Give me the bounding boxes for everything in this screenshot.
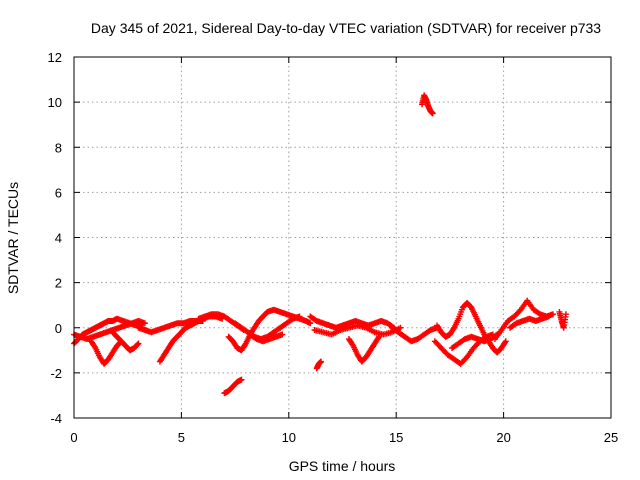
y-tick-labels: -4 -2 0 2 4 6 8 10 12 bbox=[48, 50, 62, 426]
y-tick-label: 4 bbox=[55, 231, 62, 246]
data-series bbox=[71, 92, 569, 397]
series-arc-3 bbox=[88, 338, 125, 367]
series-arc-22 bbox=[507, 313, 552, 331]
y-tick-label: -2 bbox=[50, 366, 62, 381]
x-tick-label: 20 bbox=[496, 430, 510, 445]
data-point bbox=[550, 311, 557, 318]
data-point bbox=[429, 110, 436, 117]
y-tick-label: 0 bbox=[55, 321, 62, 336]
data-point bbox=[279, 331, 286, 338]
data-point bbox=[141, 320, 148, 327]
axis-ticks bbox=[73, 56, 612, 419]
y-tick-label: 8 bbox=[55, 140, 62, 155]
data-point bbox=[318, 358, 325, 365]
data-point bbox=[238, 376, 245, 383]
x-tick-label: 0 bbox=[70, 430, 77, 445]
series-arc-8 bbox=[221, 376, 245, 397]
plot-frame bbox=[73, 56, 612, 419]
grid bbox=[74, 57, 611, 418]
data-point bbox=[397, 324, 404, 331]
series-arc-2 bbox=[71, 317, 148, 343]
data-point bbox=[296, 313, 303, 320]
data-point bbox=[545, 313, 552, 320]
y-tick-label: 6 bbox=[55, 185, 62, 200]
series-arc-11 bbox=[247, 331, 286, 345]
data-point bbox=[376, 333, 383, 340]
y-tick-label: 12 bbox=[48, 50, 62, 65]
data-point bbox=[307, 320, 314, 327]
x-tick-label: 25 bbox=[604, 430, 618, 445]
data-point bbox=[502, 338, 509, 345]
data-point bbox=[562, 311, 569, 318]
x-tick-labels: 0 5 10 15 20 25 bbox=[70, 430, 618, 445]
x-tick-label: 5 bbox=[178, 430, 185, 445]
series-arc-19 bbox=[431, 331, 496, 367]
series-arc-4 bbox=[109, 329, 142, 354]
x-tick-label: 15 bbox=[389, 430, 403, 445]
x-tick-label: 10 bbox=[282, 430, 296, 445]
chart-title: Day 345 of 2021, Sidereal Day-to-day VTE… bbox=[91, 20, 601, 36]
x-axis-label: GPS time / hours bbox=[289, 458, 396, 474]
series-arc-6 bbox=[156, 317, 206, 365]
data-point bbox=[134, 341, 141, 348]
y-tick-label: -4 bbox=[50, 411, 62, 426]
series-arc-18 bbox=[434, 299, 509, 356]
y-axis-label: SDTVAR / TECUs bbox=[5, 182, 21, 294]
data-point bbox=[135, 340, 142, 347]
series-arc-17 bbox=[418, 92, 436, 117]
series-arc-23 bbox=[556, 308, 569, 331]
y-tick-label: 10 bbox=[48, 95, 62, 110]
series-arc-14 bbox=[311, 322, 404, 338]
series-arc-9 bbox=[225, 306, 314, 354]
y-tick-label: 2 bbox=[55, 276, 62, 291]
series-arc-12 bbox=[313, 358, 325, 372]
series-arc-15 bbox=[345, 333, 383, 365]
